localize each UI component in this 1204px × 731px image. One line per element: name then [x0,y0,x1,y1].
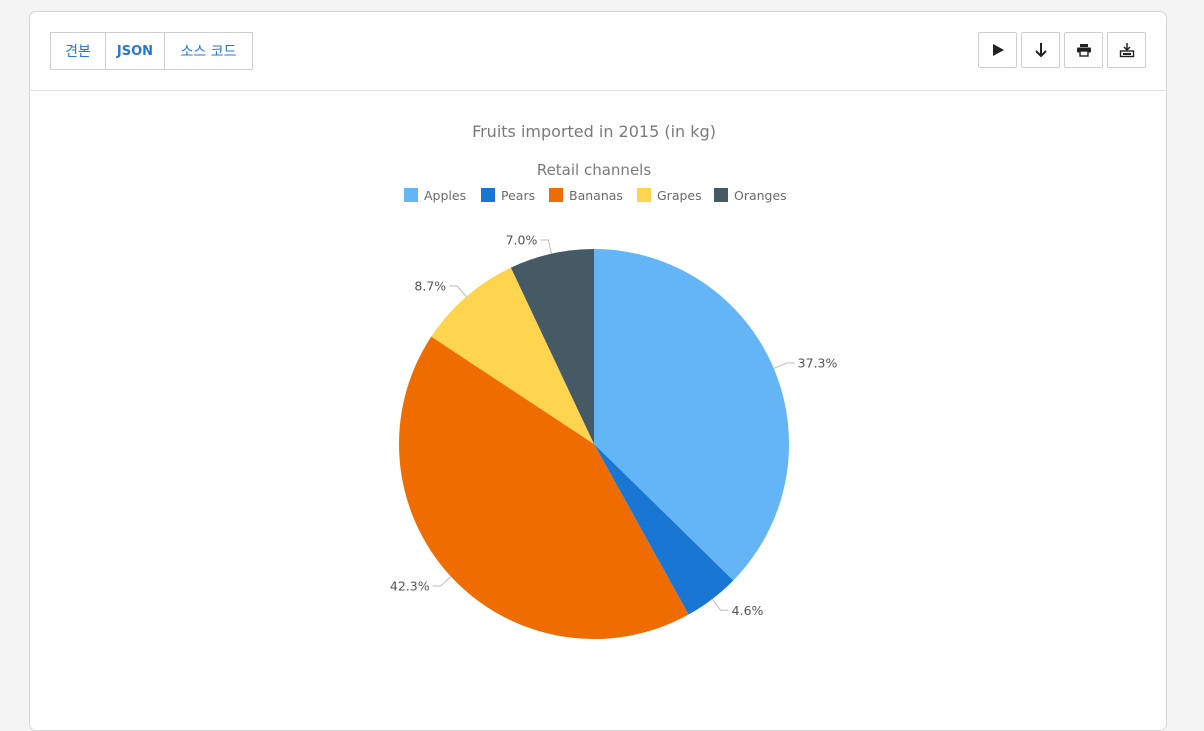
pie-slice-apples[interactable] [594,249,789,581]
label-connector-apples [773,362,795,369]
pie-slices [398,249,789,640]
legend-swatch-bananas [549,188,563,202]
pie-labels: 37.3% 4.6% 42.3% 8.7% 7.0% [390,233,838,618]
data-label-oranges: 7.0% [506,233,538,248]
pie-slice-pears[interactable] [594,444,734,615]
pie-slice-grapes[interactable] [431,267,594,444]
legend-label-oranges: Oranges [734,188,787,203]
pie-slice-bananas[interactable] [398,336,689,640]
print-button[interactable] [1064,32,1103,68]
legend-item-oranges[interactable]: Oranges [714,188,787,203]
play-button[interactable] [978,32,1017,68]
legend-item-apples[interactable]: Apples [404,188,466,203]
legend-swatch-apples [404,188,418,202]
legend-label-pears: Pears [501,188,535,203]
chart-title: Fruits imported in 2015 (in kg) [472,122,716,141]
download-button[interactable] [1021,32,1060,68]
legend-label-grapes: Grapes [657,188,702,203]
pie-slice-oranges[interactable] [510,249,594,444]
label-connector-bananas [432,576,452,587]
tab-source-code[interactable]: 소스 코드 [164,32,253,70]
view-tabs: 견본 JSON 소스 코드 [50,32,253,70]
legend-swatch-pears [481,188,495,202]
label-connector-pears [711,598,729,611]
legend-label-bananas: Bananas [569,188,623,203]
label-connector-oranges [540,239,552,254]
legend-label-apples: Apples [424,188,466,203]
label-connector-grapes [449,285,467,297]
print-icon [1076,44,1091,57]
legend-swatch-grapes [637,188,651,202]
tab-json[interactable]: JSON [105,32,165,70]
play-icon [992,44,1004,56]
chart-subtitle: Retail channels [537,161,652,179]
legend-swatch-oranges [714,188,728,202]
legend-item-bananas[interactable]: Bananas [549,188,623,203]
toolbar: 견본 JSON 소스 코드 [30,12,1166,91]
legend-item-grapes[interactable]: Grapes [637,188,702,203]
data-label-bananas: 42.3% [390,578,430,593]
data-label-apples: 37.3% [798,356,838,371]
data-label-pears: 4.6% [732,603,764,618]
action-buttons [978,32,1146,68]
tab-sample[interactable]: 견본 [50,32,106,70]
chart-legend: Apples Pears Bananas Grapes Oranges [404,188,787,203]
legend-item-pears[interactable]: Pears [481,188,535,203]
save-image-button[interactable] [1107,32,1146,68]
data-label-grapes: 8.7% [414,279,446,294]
save-image-icon [1119,43,1134,58]
download-arrow-icon [1034,43,1047,58]
